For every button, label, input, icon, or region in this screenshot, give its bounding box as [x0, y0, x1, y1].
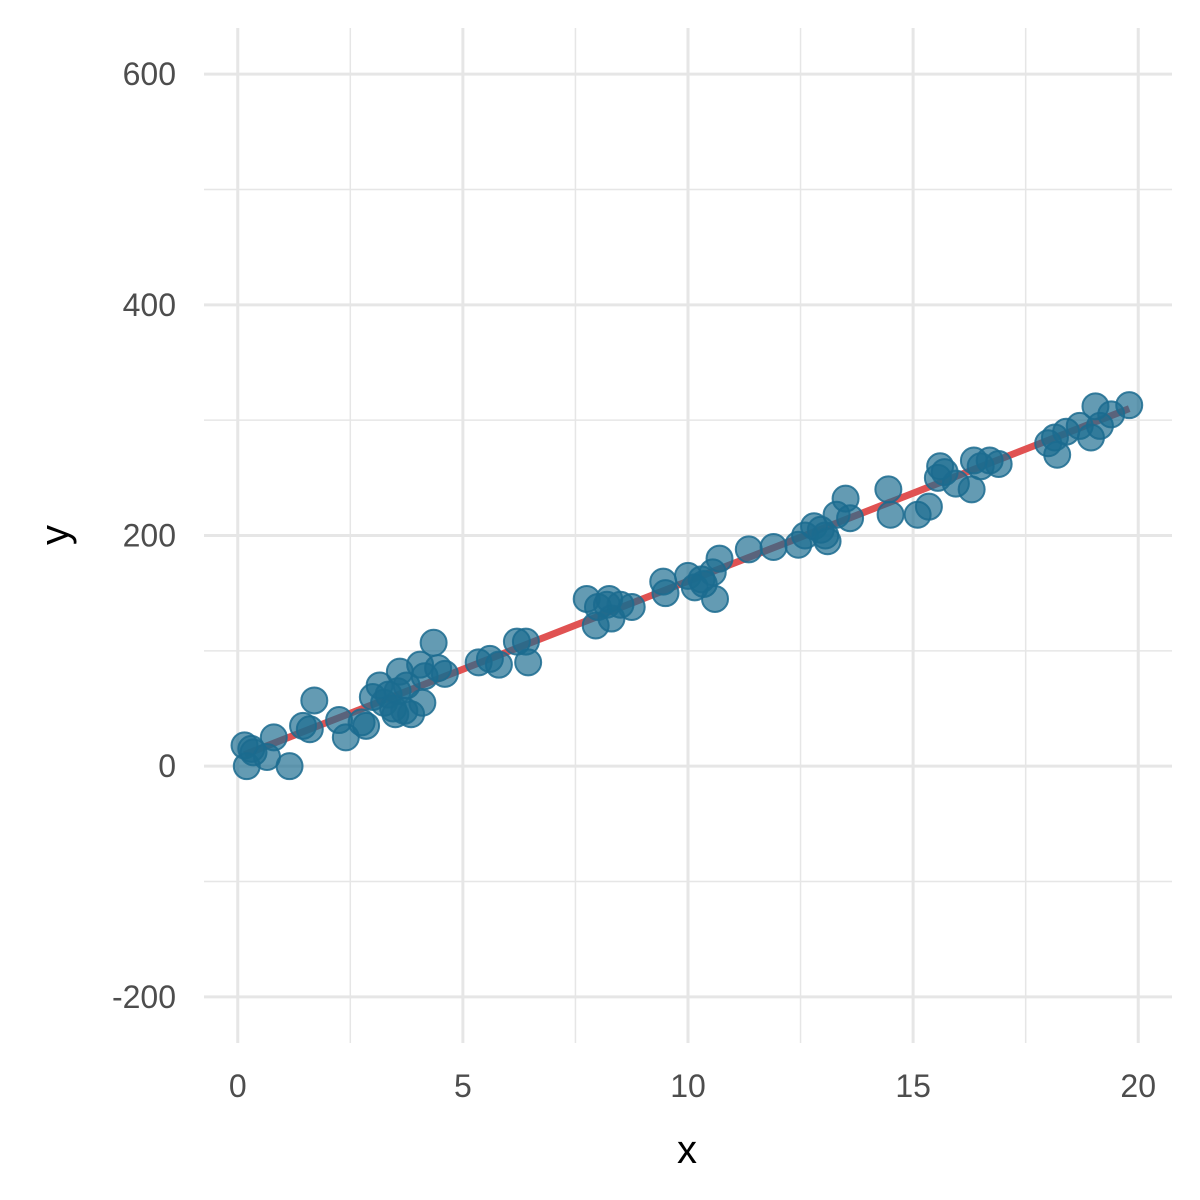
data-point	[419, 628, 448, 657]
data-point	[352, 711, 381, 740]
data-point	[275, 752, 304, 781]
data-point	[430, 659, 459, 688]
x-tick-label: 20	[1120, 1068, 1156, 1104]
y-tick-label: -200	[112, 979, 176, 1015]
data-point	[514, 648, 543, 677]
data-point	[300, 686, 329, 715]
x-axis-title: x	[677, 1128, 697, 1172]
y-tick-label: 0	[158, 748, 176, 784]
y-tick-label: 600	[123, 56, 176, 92]
data-point	[836, 504, 865, 533]
data-point	[651, 579, 680, 608]
data-point	[259, 723, 288, 752]
data-point	[484, 650, 513, 679]
major-gridlines	[204, 28, 1172, 1043]
data-point	[759, 533, 788, 562]
x-tick-label: 10	[670, 1068, 706, 1104]
y-tick-label: 400	[123, 287, 176, 323]
x-tick-label: 15	[895, 1068, 931, 1104]
y-axis-title: y	[33, 525, 77, 545]
data-point	[914, 492, 943, 521]
data-point	[876, 500, 905, 529]
data-point	[408, 688, 437, 717]
y-tick-label: 200	[123, 518, 176, 554]
data-point	[734, 535, 763, 564]
data-point	[1115, 391, 1144, 420]
x-tick-label: 5	[454, 1068, 472, 1104]
data-point	[705, 544, 734, 573]
data-point	[701, 584, 730, 613]
data-point	[874, 475, 903, 504]
data-point	[617, 593, 646, 622]
points-layer	[230, 391, 1144, 781]
x-tick-label: 0	[229, 1068, 247, 1104]
data-point	[813, 527, 842, 556]
y-axis-ticks: -200 0 200 400 600	[112, 56, 176, 1015]
data-point	[295, 715, 324, 744]
x-axis-ticks: 0 5 10 15 20	[229, 1068, 1156, 1104]
data-point	[984, 449, 1013, 478]
